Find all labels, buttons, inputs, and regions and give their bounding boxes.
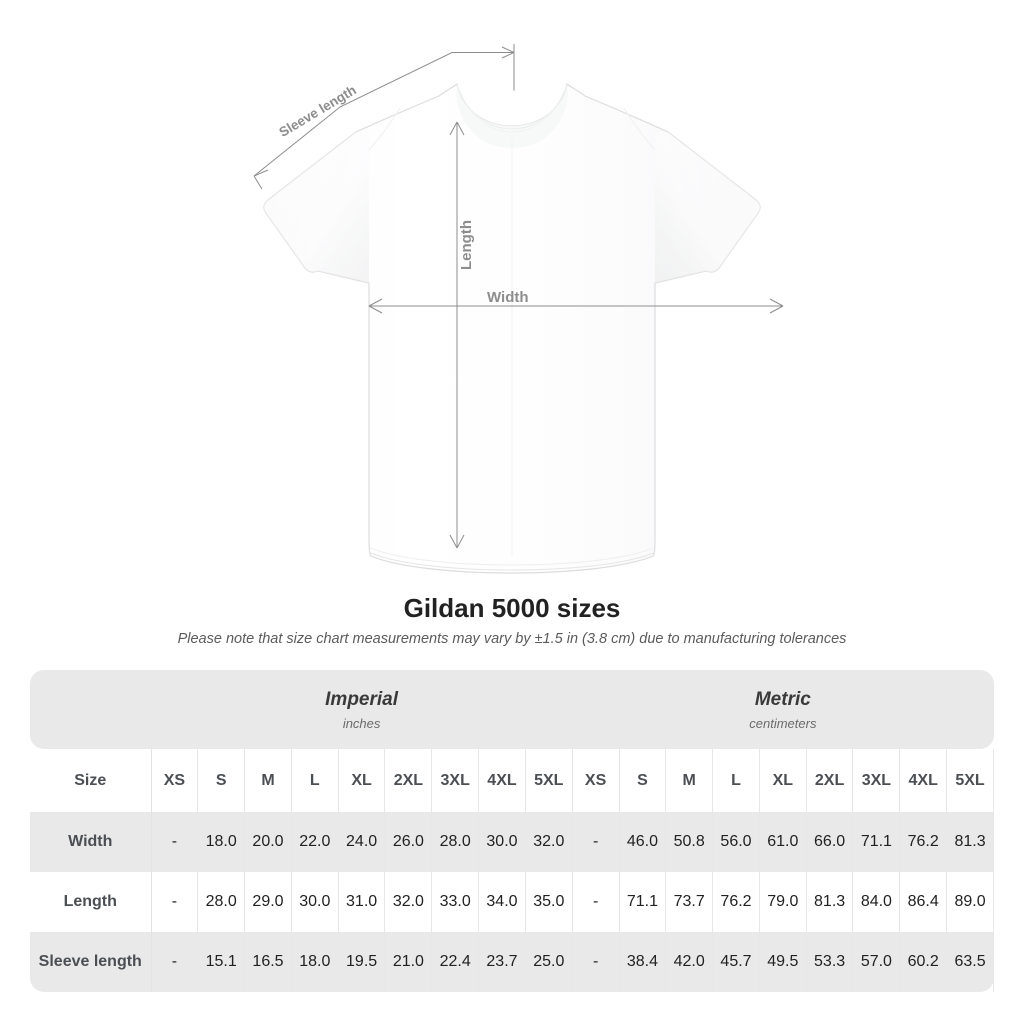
- svg-text:Sleeve length: Sleeve length: [277, 82, 359, 140]
- svg-text:Width: Width: [487, 289, 529, 306]
- svg-text:Length: Length: [458, 220, 475, 270]
